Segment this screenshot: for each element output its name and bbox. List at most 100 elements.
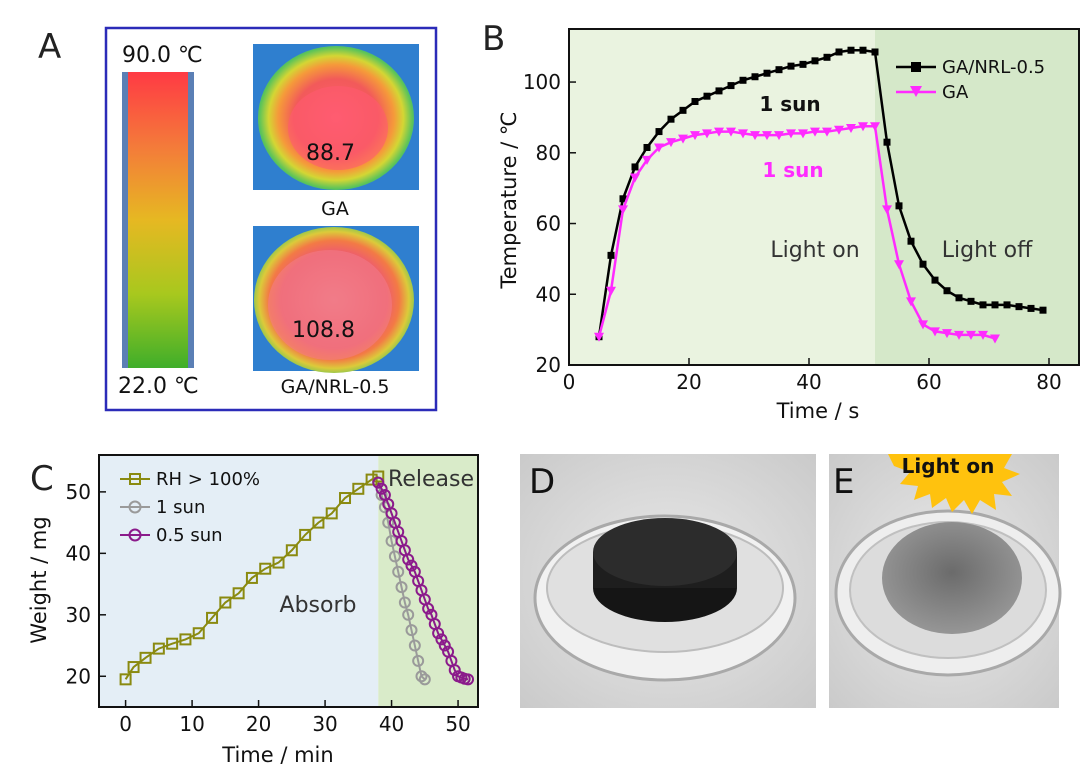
- y-tick-label: 60: [536, 212, 561, 236]
- data-point-0-5-sun: [402, 553, 415, 566]
- data-point-0-5-sun: [422, 602, 435, 615]
- panel-letter-c: C: [30, 459, 54, 499]
- region-label-absorb: Absorb: [280, 593, 357, 618]
- data-point-ga-nrl: [1039, 306, 1047, 314]
- x-tick-label: 50: [445, 712, 470, 736]
- data-point-ga: [942, 329, 952, 339]
- data-point-ga-nrl: [871, 48, 879, 56]
- data-point-ga: [798, 129, 808, 139]
- data-point-ga-nrl: [799, 60, 807, 68]
- data-point-ga-nrl: [643, 143, 651, 151]
- y-tick-label: 20: [536, 353, 561, 377]
- data-point-ga: [750, 131, 760, 141]
- y-tick-label: 20: [66, 664, 91, 688]
- panel-d-photo: D: [520, 454, 816, 708]
- data-point-1-sun: [408, 639, 421, 652]
- data-point-rh: [372, 470, 385, 483]
- data-point-0-5-sun: [438, 639, 451, 652]
- panel-letter-d: D: [529, 462, 555, 502]
- legend-marker-ga-nrl: [911, 62, 921, 72]
- annotation-1-sun-magenta: 1 sun: [762, 158, 823, 182]
- data-point-ga-nrl: [679, 106, 687, 114]
- data-point-ga-nrl: [991, 301, 999, 309]
- y-tick-label: 50: [66, 480, 91, 504]
- data-point-ga-nrl: [1003, 301, 1011, 309]
- data-point-0-5-sun: [375, 482, 388, 495]
- data-point-1-sun: [415, 670, 428, 683]
- chart-b-xlabel: Time / s: [776, 399, 860, 423]
- data-point-ga-nrl: [715, 87, 723, 95]
- thermal-image-ga: 88.7: [253, 44, 419, 190]
- data-point-ga-nrl: [1027, 304, 1035, 312]
- data-point-rh: [232, 587, 245, 600]
- data-point-rh: [259, 562, 272, 575]
- data-point-ga-nrl: [655, 128, 663, 136]
- data-point-ga: [894, 260, 904, 270]
- data-point-ga-nrl: [883, 138, 891, 146]
- chart-c-ylabel: Weight / mg: [27, 516, 51, 643]
- data-point-ga: [846, 124, 856, 134]
- data-point-ga-nrl: [955, 294, 963, 302]
- data-point-ga: [918, 320, 928, 330]
- data-point-ga: [606, 286, 616, 296]
- y-tick-label: 40: [536, 282, 561, 306]
- scale-max-label: 90.0 ℃: [122, 43, 203, 68]
- data-point-ga-nrl: [823, 53, 831, 61]
- data-point-rh: [325, 507, 338, 520]
- data-point-ga-nrl: [775, 66, 783, 74]
- thermal-caption-ga: GA: [321, 198, 349, 220]
- chart-c-frame: [98, 454, 479, 708]
- legend-label-0-5-sun: 0.5 sun: [156, 525, 223, 546]
- data-point-1-sun: [412, 654, 425, 667]
- data-point-1-sun: [418, 673, 431, 686]
- x-tick-label: 20: [246, 712, 271, 736]
- data-point-rh: [365, 473, 378, 486]
- absorb-region: [99, 455, 379, 707]
- data-point-rh: [299, 528, 312, 541]
- data-point-ga: [642, 155, 652, 165]
- data-point-ga: [738, 129, 748, 139]
- data-point-ga-nrl: [751, 73, 759, 81]
- data-point-rh: [219, 596, 232, 609]
- data-point-ga: [774, 131, 784, 141]
- legend-marker-1-sun: [128, 500, 142, 514]
- region-label-light-off: Light off: [942, 238, 1033, 263]
- data-point-ga: [618, 205, 628, 215]
- y-tick-label: 30: [66, 603, 91, 627]
- data-point-rh: [127, 661, 140, 674]
- data-point-0-5-sun: [435, 633, 448, 646]
- chart-c-xlabel: Time / min: [221, 743, 333, 767]
- data-point-ga-nrl: [979, 301, 987, 309]
- data-point-ga-nrl: [895, 202, 903, 210]
- data-point-1-sun: [398, 596, 411, 609]
- series-line-ga: [597, 125, 996, 340]
- data-point-0-5-sun: [462, 673, 475, 686]
- data-point-rh: [312, 516, 325, 529]
- release-region: [378, 455, 478, 707]
- thermal-value-ga-nrl: 108.8: [292, 318, 355, 343]
- light-off-region: [875, 29, 1079, 365]
- data-point-ga-nrl: [763, 69, 771, 77]
- data-point-ga-nrl: [607, 251, 615, 259]
- y-tick-label: 100: [523, 70, 561, 94]
- annotation-1-sun-black: 1 sun: [759, 92, 820, 116]
- x-tick-label: 10: [179, 712, 204, 736]
- data-point-rh: [192, 627, 205, 640]
- x-tick-label: 20: [676, 370, 701, 394]
- data-point-ga-nrl: [691, 98, 699, 106]
- data-point-ga-nrl: [859, 46, 867, 54]
- data-point-ga-nrl: [739, 76, 747, 84]
- data-point-ga-nrl: [1015, 303, 1023, 311]
- data-point-ga: [978, 330, 988, 340]
- data-point-1-sun: [402, 608, 415, 621]
- thermal-image-ga-nrl: 108.8: [253, 226, 419, 373]
- x-tick-label: 0: [119, 712, 132, 736]
- data-point-ga-nrl: [967, 297, 975, 305]
- data-point-ga: [834, 125, 844, 135]
- scale-min-label: 22.0 ℃: [118, 374, 199, 399]
- y-tick-label: 40: [66, 541, 91, 565]
- data-point-ga: [870, 122, 880, 132]
- legend-label-ga-nrl: GA/NRL-0.5: [942, 57, 1045, 78]
- y-tick-label: 80: [536, 141, 561, 165]
